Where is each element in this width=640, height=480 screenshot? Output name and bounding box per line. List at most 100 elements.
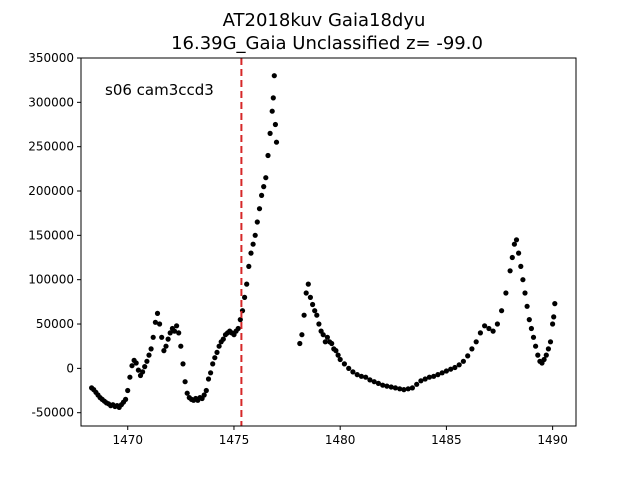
data-point — [216, 343, 222, 349]
data-point — [552, 301, 558, 307]
data-point — [242, 294, 248, 300]
data-point — [246, 263, 252, 269]
data-point — [431, 373, 437, 379]
data-point — [322, 339, 328, 345]
data-point — [533, 343, 539, 349]
chart-title-line1: AT2018kuv Gaia18dyu — [223, 10, 426, 31]
data-point — [499, 308, 505, 314]
data-points — [89, 73, 558, 410]
data-point — [305, 281, 311, 287]
data-point — [127, 374, 133, 380]
data-point — [388, 384, 394, 390]
data-point — [516, 250, 522, 256]
data-point — [176, 330, 182, 336]
data-point — [384, 383, 390, 389]
data-point — [513, 237, 520, 243]
data-point — [397, 386, 403, 392]
data-point — [135, 367, 141, 373]
data-point — [129, 363, 135, 369]
data-point — [265, 152, 271, 159]
data-point — [263, 175, 269, 181]
data-point — [269, 108, 275, 114]
data-point — [297, 340, 303, 347]
data-point — [310, 301, 316, 308]
data-point — [171, 328, 178, 334]
data-point — [152, 319, 158, 325]
data-point — [210, 361, 216, 367]
annotation-label: s06 cam3ccd3 — [105, 81, 214, 99]
data-point — [123, 396, 129, 402]
data-point — [157, 321, 163, 327]
data-point — [335, 352, 341, 358]
data-point — [358, 373, 364, 379]
data-point — [522, 290, 528, 296]
y-tick-label: 150000 — [28, 228, 74, 242]
data-point — [259, 192, 265, 198]
data-point — [125, 387, 131, 394]
data-point — [161, 348, 167, 354]
data-point — [212, 355, 218, 361]
plot-area — [81, 58, 576, 426]
data-point — [526, 317, 532, 323]
data-point — [333, 348, 339, 354]
x-tick-label: 1490 — [537, 433, 568, 447]
data-point — [551, 314, 557, 320]
data-point — [524, 303, 530, 309]
data-point — [148, 346, 154, 352]
data-point — [307, 294, 313, 300]
data-point — [252, 232, 258, 238]
data-point — [426, 374, 432, 380]
data-point — [509, 254, 515, 261]
data-point — [178, 343, 184, 349]
data-point — [214, 349, 220, 355]
y-tick-label: 0 — [66, 361, 74, 375]
data-point — [271, 73, 277, 79]
data-point — [414, 381, 420, 387]
data-point — [435, 372, 441, 378]
data-point — [448, 366, 454, 372]
data-point — [482, 323, 488, 329]
data-point — [380, 382, 386, 388]
data-point — [273, 139, 280, 145]
data-point — [405, 386, 411, 392]
x-tick-label: 1485 — [431, 433, 462, 447]
data-point — [329, 340, 335, 347]
data-point — [144, 358, 150, 364]
data-point — [469, 346, 475, 352]
data-point — [528, 325, 535, 332]
y-axis: -50000 0 50000 100000 150000 200000 250000 3000… — [28, 51, 81, 420]
y-tick-label: 250000 — [28, 140, 74, 154]
data-point — [254, 219, 260, 225]
data-point — [535, 352, 541, 358]
data-point — [473, 339, 479, 345]
data-point — [174, 323, 180, 329]
data-point — [460, 358, 466, 364]
data-point — [140, 369, 146, 375]
data-point — [518, 263, 524, 269]
y-tick-label: 350000 — [28, 51, 74, 65]
plot-frame — [80, 57, 577, 427]
data-point — [477, 330, 483, 336]
data-point — [543, 352, 549, 358]
data-point — [363, 374, 369, 380]
data-point — [346, 365, 352, 371]
y-tick-label: 50000 — [36, 317, 74, 331]
data-point — [507, 268, 513, 274]
data-point — [261, 184, 267, 190]
data-point — [256, 206, 263, 212]
data-point — [367, 377, 373, 383]
x-axis: 1470 1475 1480 1485 1490 — [112, 426, 568, 447]
data-point — [354, 372, 360, 378]
data-point — [312, 308, 318, 314]
data-point — [248, 250, 254, 256]
data-point — [133, 360, 139, 366]
data-point — [541, 356, 547, 363]
x-tick-label: 1475 — [219, 433, 250, 447]
chart-title-line2: 16.39G_Gaia Unclassified z= -99.0 — [171, 33, 483, 54]
data-point — [272, 121, 278, 128]
data-point — [465, 353, 471, 359]
data-point — [409, 385, 415, 391]
data-point — [486, 325, 492, 332]
data-point — [443, 368, 449, 374]
